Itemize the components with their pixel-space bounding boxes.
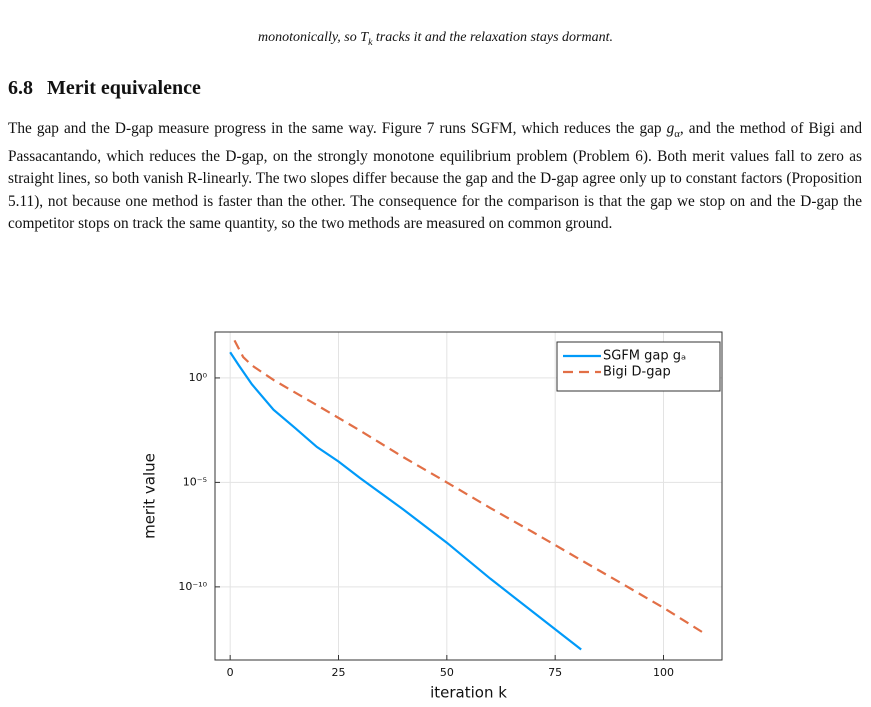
paragraph: The gap and the D-gap measure progress i…: [8, 118, 862, 236]
x-tick-label: 50: [440, 666, 454, 679]
y-axis-label: merit value: [141, 453, 159, 539]
y-tick-label: 10⁰: [189, 371, 208, 384]
x-tick-label: 25: [332, 666, 346, 679]
section-title: Merit equivalence: [47, 77, 201, 99]
text: , and the method of Bigi and Passacantan…: [8, 120, 862, 233]
plot-frame: [214, 331, 723, 661]
text: g: [666, 120, 675, 137]
text: k: [368, 36, 373, 48]
series-line: [233, 339, 708, 636]
text: T: [360, 30, 369, 45]
section-heading: 6.8 Merit equivalence: [8, 77, 201, 100]
y-tick-label: 10⁻¹⁰: [178, 580, 207, 593]
text: monotonically, so: [257, 30, 361, 45]
x-tick-label: 100: [653, 666, 674, 679]
text: α: [674, 128, 680, 141]
y-tick-label: 10⁻⁵: [183, 475, 207, 488]
legend-box: [556, 341, 721, 392]
text: tracks it and the relaxation stays dorma…: [372, 30, 613, 45]
legend-label: SGFM gap gₐ: [603, 349, 686, 364]
caption: monotonically, so Tk tracks it and the r…: [0, 30, 871, 48]
x-tick-label: 75: [548, 666, 562, 679]
section-number: 6.8: [8, 77, 33, 99]
x-tick-label: 0: [227, 666, 234, 679]
text: The gap and the D-gap measure progress i…: [8, 120, 667, 137]
x-axis-label: iteration k: [430, 684, 507, 702]
series-line: [229, 351, 582, 651]
legend-label: Bigi D-gap: [603, 365, 671, 380]
